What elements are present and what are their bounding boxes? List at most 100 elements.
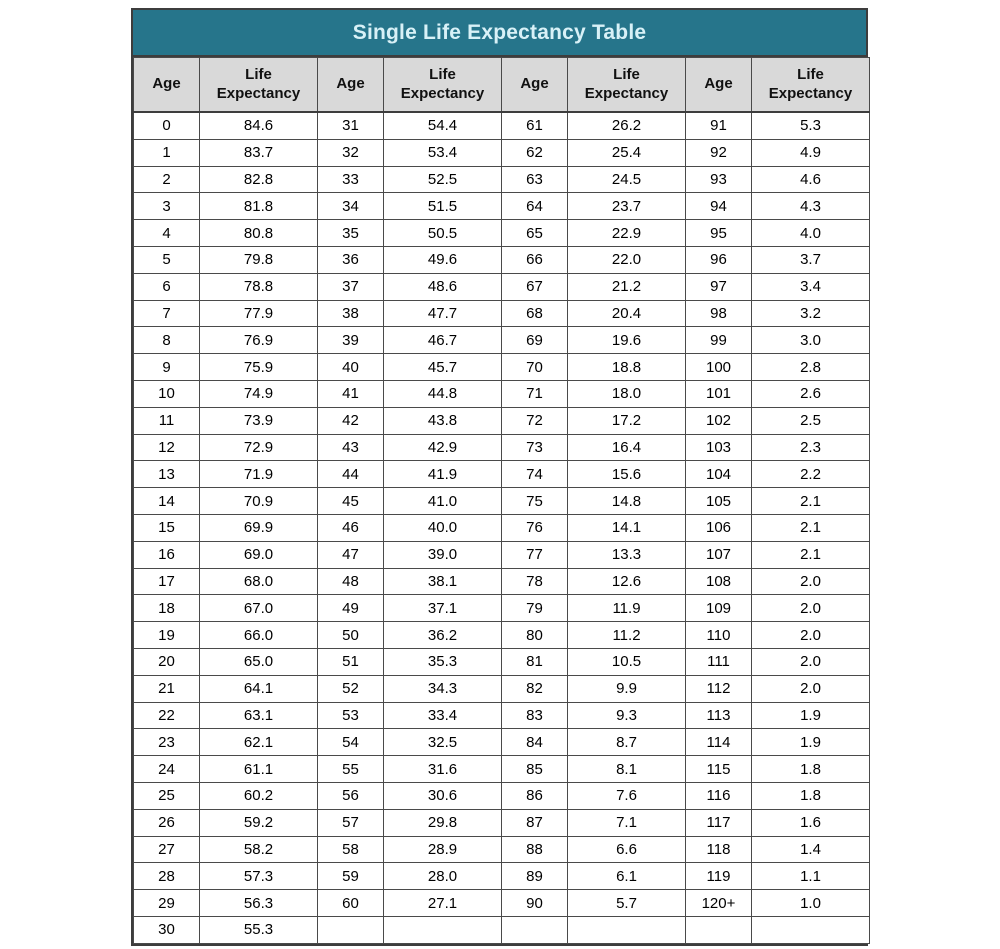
table-row: 30 55.3: [133, 915, 870, 944]
life-expectancy-cell: 38.1: [383, 567, 502, 596]
life-expectancy-cell: 63.1: [199, 701, 318, 730]
age-cell: 0: [133, 111, 200, 140]
age-cell: 105: [685, 487, 752, 515]
life-expectancy-cell: 80.8: [199, 219, 318, 247]
age-cell: 111: [685, 647, 752, 676]
age-cell: 2: [133, 165, 200, 194]
age-cell: 79: [501, 594, 568, 623]
life-expectancy-cell: 32.5: [383, 728, 502, 757]
age-cell: 44: [317, 460, 384, 489]
life-expectancy-cell: 20.4: [567, 299, 686, 328]
age-cell: 78: [501, 567, 568, 596]
life-expectancy-cell: 12.6: [567, 567, 686, 596]
life-expectancy-cell: 28.0: [383, 862, 502, 891]
table-row: 8 76.9 39 46.7 69 19.6 99 3.0: [133, 326, 870, 355]
life-expectancy-cell: 1.8: [751, 781, 870, 810]
life-expectancy-cell: 22.0: [567, 245, 686, 274]
life-expectancy-cell: 56.3: [199, 889, 318, 917]
life-expectancy-cell: 1.1: [751, 862, 870, 891]
life-expectancy-cell: 60.2: [199, 781, 318, 810]
life-expectancy-cell: 81.8: [199, 192, 318, 221]
age-cell: 40: [317, 353, 384, 381]
age-cell: 50: [317, 621, 384, 649]
table-row: 22 63.1 53 33.4 83 9.3 113 1.9: [133, 701, 870, 730]
age-cell: 3: [133, 192, 200, 221]
life-expectancy-cell: [567, 915, 686, 944]
table-row: 1 83.7 32 53.4 62 25.4 92 4.9: [133, 138, 870, 167]
life-expectancy-cell: 11.2: [567, 621, 686, 649]
age-cell: 87: [501, 808, 568, 837]
table-row: 23 62.1 54 32.5 84 8.7 114 1.9: [133, 728, 870, 757]
age-cell: [501, 915, 568, 944]
life-expectancy-cell: 2.0: [751, 567, 870, 596]
life-expectancy-header-cell: Life Expectancy: [751, 57, 870, 113]
life-expectancy-cell: 70.9: [199, 487, 318, 515]
life-expectancy-cell: 43.8: [383, 406, 502, 435]
age-cell: 32: [317, 138, 384, 167]
age-cell: 100: [685, 353, 752, 381]
life-expectancy-cell: 44.8: [383, 379, 502, 408]
age-cell: 115: [685, 755, 752, 783]
age-cell: 84: [501, 728, 568, 757]
life-expectancy-cell: [383, 915, 502, 944]
life-expectancy-cell: 62.1: [199, 728, 318, 757]
life-expectancy-cell: 6.6: [567, 835, 686, 864]
age-cell: 102: [685, 406, 752, 435]
age-cell: 82: [501, 674, 568, 703]
table-row: 14 70.9 45 41.0 75 14.8 105 2.1: [133, 487, 870, 515]
life-expectancy-cell: 3.2: [751, 299, 870, 328]
age-cell: 22: [133, 701, 200, 730]
life-expectancy-cell: 57.3: [199, 862, 318, 891]
table-row: 29 56.3 60 27.1 90 5.7 120+ 1.0: [133, 889, 870, 917]
age-cell: 114: [685, 728, 752, 757]
age-cell: 92: [685, 138, 752, 167]
age-cell: [317, 915, 384, 944]
life-expectancy-cell: 58.2: [199, 835, 318, 864]
age-cell: 54: [317, 728, 384, 757]
age-cell: 95: [685, 219, 752, 247]
life-expectancy-cell: 82.8: [199, 165, 318, 194]
table-row: 11 73.9 42 43.8 72 17.2 102 2.5: [133, 406, 870, 435]
age-cell: 107: [685, 540, 752, 569]
age-cell: 91: [685, 111, 752, 140]
age-cell: 13: [133, 460, 200, 489]
life-expectancy-cell: 74.9: [199, 379, 318, 408]
age-cell: 118: [685, 835, 752, 864]
age-cell: 101: [685, 379, 752, 408]
life-expectancy-cell: 5.7: [567, 889, 686, 917]
life-expectancy-cell: 11.9: [567, 594, 686, 623]
table-row: 9 75.9 40 45.7 70 18.8 100 2.8: [133, 353, 870, 381]
life-expectancy-cell: 4.6: [751, 165, 870, 194]
age-cell: 86: [501, 781, 568, 810]
life-expectancy-cell: 29.8: [383, 808, 502, 837]
table-row: 21 64.1 52 34.3 82 9.9 112 2.0: [133, 674, 870, 703]
age-cell: 119: [685, 862, 752, 891]
table-row: 3 81.8 34 51.5 64 23.7 94 4.3: [133, 192, 870, 221]
age-cell: 77: [501, 540, 568, 569]
life-expectancy-cell: 1.9: [751, 728, 870, 757]
age-cell: 18: [133, 594, 200, 623]
life-expectancy-table-container: Single Life Expectancy Table Age Life Exp…: [131, 8, 870, 946]
age-header-cell: Age: [317, 57, 384, 113]
life-expectancy-cell: 47.7: [383, 299, 502, 328]
table-row: 27 58.2 58 28.9 88 6.6 118 1.4: [133, 835, 870, 864]
table-row: 25 60.2 56 30.6 86 7.6 116 1.8: [133, 781, 870, 810]
life-expectancy-cell: 8.7: [567, 728, 686, 757]
age-cell: 41: [317, 379, 384, 408]
table-row: 24 61.1 55 31.6 85 8.1 115 1.8: [133, 755, 870, 783]
age-cell: 88: [501, 835, 568, 864]
life-expectancy-cell: 22.9: [567, 219, 686, 247]
life-expectancy-cell: 2.8: [751, 353, 870, 381]
age-header-cell: Age: [133, 57, 200, 113]
table-row: 16 69.0 47 39.0 77 13.3 107 2.1: [133, 540, 870, 569]
life-expectancy-cell: 53.4: [383, 138, 502, 167]
table-row: 5 79.8 36 49.6 66 22.0 96 3.7: [133, 245, 870, 274]
life-expectancy-cell: 42.9: [383, 433, 502, 462]
age-cell: 120+: [685, 889, 752, 917]
age-cell: 90: [501, 889, 568, 917]
age-cell: 8: [133, 326, 200, 355]
life-expectancy-cell: 18.0: [567, 379, 686, 408]
age-cell: 24: [133, 755, 200, 783]
age-cell: 59: [317, 862, 384, 891]
life-expectancy-cell: 30.6: [383, 781, 502, 810]
